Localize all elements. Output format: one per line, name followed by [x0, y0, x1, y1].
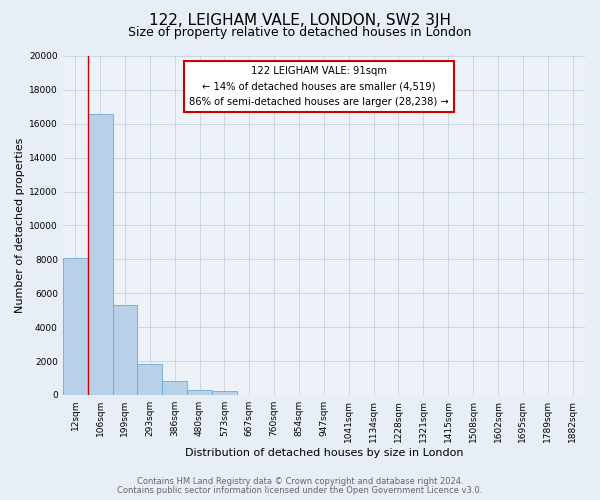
- X-axis label: Distribution of detached houses by size in London: Distribution of detached houses by size …: [185, 448, 463, 458]
- Bar: [162, 382, 187, 395]
- Bar: [187, 390, 212, 395]
- Bar: [137, 364, 162, 395]
- Bar: [113, 305, 137, 395]
- Text: 122 LEIGHAM VALE: 91sqm
← 14% of detached houses are smaller (4,519)
86% of semi: 122 LEIGHAM VALE: 91sqm ← 14% of detache…: [189, 66, 449, 108]
- Text: Contains public sector information licensed under the Open Government Licence v3: Contains public sector information licen…: [118, 486, 482, 495]
- Text: 122, LEIGHAM VALE, LONDON, SW2 3JH: 122, LEIGHAM VALE, LONDON, SW2 3JH: [149, 12, 451, 28]
- Bar: [88, 114, 113, 395]
- Y-axis label: Number of detached properties: Number of detached properties: [15, 138, 25, 313]
- Bar: [63, 258, 88, 395]
- Text: Contains HM Land Registry data © Crown copyright and database right 2024.: Contains HM Land Registry data © Crown c…: [137, 477, 463, 486]
- Bar: [212, 390, 237, 395]
- Text: Size of property relative to detached houses in London: Size of property relative to detached ho…: [128, 26, 472, 39]
